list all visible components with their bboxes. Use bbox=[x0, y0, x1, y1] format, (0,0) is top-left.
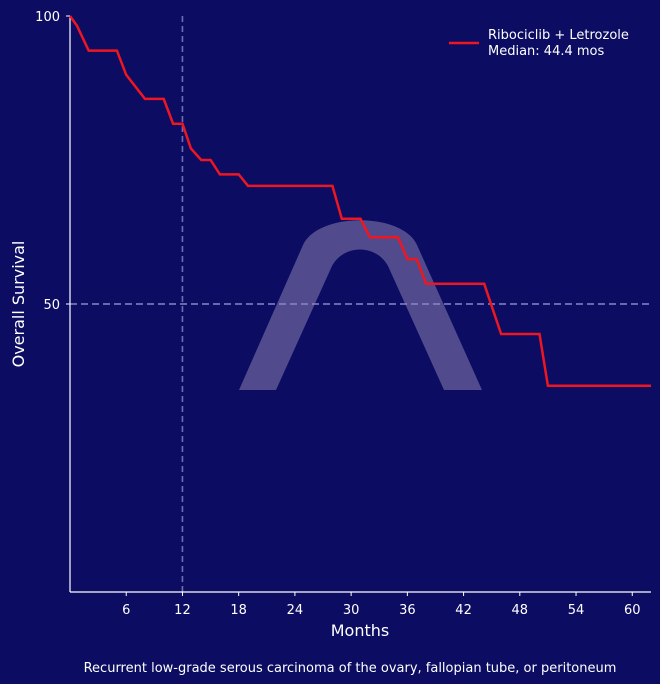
x-axis-label: Months bbox=[331, 621, 389, 640]
x-tick-label: 24 bbox=[287, 603, 304, 618]
x-tick-label: 48 bbox=[512, 603, 529, 618]
y-axis-label: Overall Survival bbox=[9, 241, 28, 368]
population-footnote: Recurrent low-grade serous carcinoma of … bbox=[84, 661, 617, 676]
x-tick-label: 12 bbox=[174, 603, 191, 618]
x-tick-label: 60 bbox=[624, 603, 641, 618]
watermark-arch-logo bbox=[239, 220, 482, 390]
x-tick-label: 54 bbox=[568, 603, 585, 618]
x-tick-label: 36 bbox=[399, 603, 416, 618]
x-tick-label: 18 bbox=[230, 603, 247, 618]
x-tick-label: 42 bbox=[455, 603, 472, 618]
x-tick-label: 6 bbox=[122, 603, 130, 618]
y-axis-ticks: 100 50 bbox=[35, 10, 70, 313]
legend-label-median: Median: 44.4 mos bbox=[488, 44, 604, 59]
x-axis-ticks: 6 12 18 24 30 36 42 48 54 60 bbox=[122, 592, 641, 618]
km-curve-ribociclib-letrozole bbox=[68, 15, 651, 388]
legend: Ribociclib + Letrozole Median: 44.4 mos bbox=[449, 28, 629, 59]
y-tick-label-50: 50 bbox=[43, 298, 60, 313]
y-tick-label-100: 100 bbox=[35, 10, 60, 25]
x-tick-label: 30 bbox=[343, 603, 360, 618]
legend-label-treatment: Ribociclib + Letrozole bbox=[488, 28, 629, 43]
